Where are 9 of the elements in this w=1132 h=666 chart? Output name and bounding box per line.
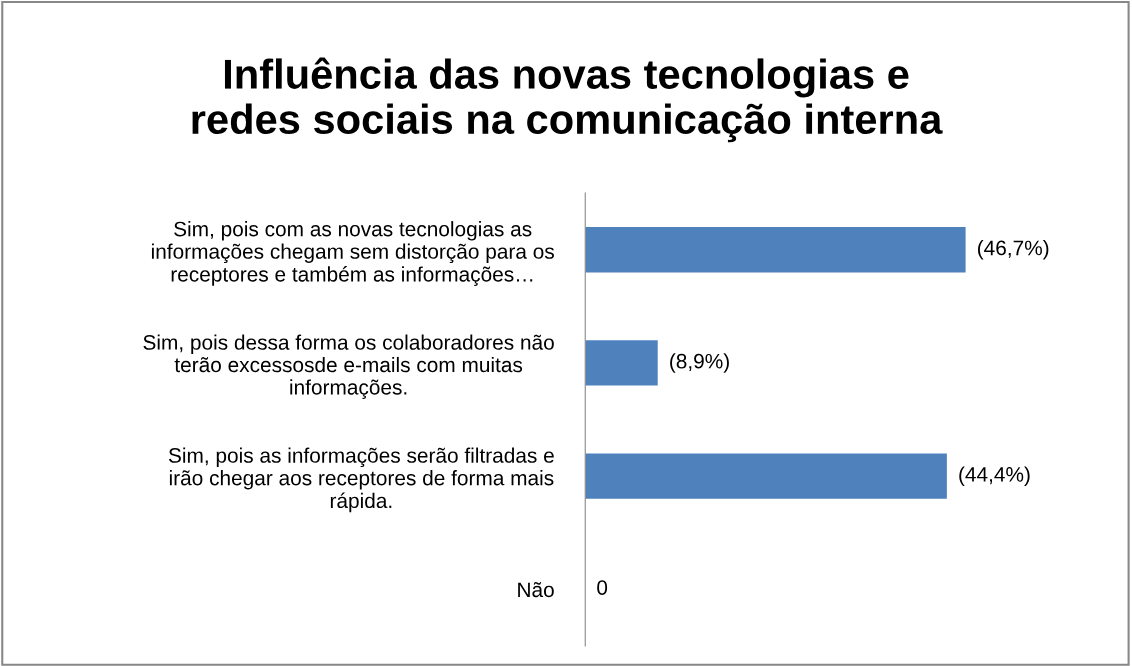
chart-title: Influência das novas tecnologias e redes sociais na comunicação interna	[192, 57, 943, 143]
y-tick-label: Não	[518, 582, 554, 598]
data-label: 0	[597, 580, 608, 595]
y-tick-label: Sim, pois as informações serão filtradas e irão chegar aos receptores de forma mais rápida.	[168, 447, 554, 513]
y-tick-label: Sim, pois com as novas tecnologias as informações chegam sem distorção para os receptores e também as informações…	[151, 221, 554, 286]
data-label: (44,4%)	[959, 466, 1030, 486]
data-label: (46,7%)	[978, 240, 1049, 260]
y-tick-label: Sim, pois dessa forma os colaboradores não terão excessosde e-mails com muitas informações.	[143, 334, 554, 399]
data-label: (8,9%)	[670, 353, 729, 373]
